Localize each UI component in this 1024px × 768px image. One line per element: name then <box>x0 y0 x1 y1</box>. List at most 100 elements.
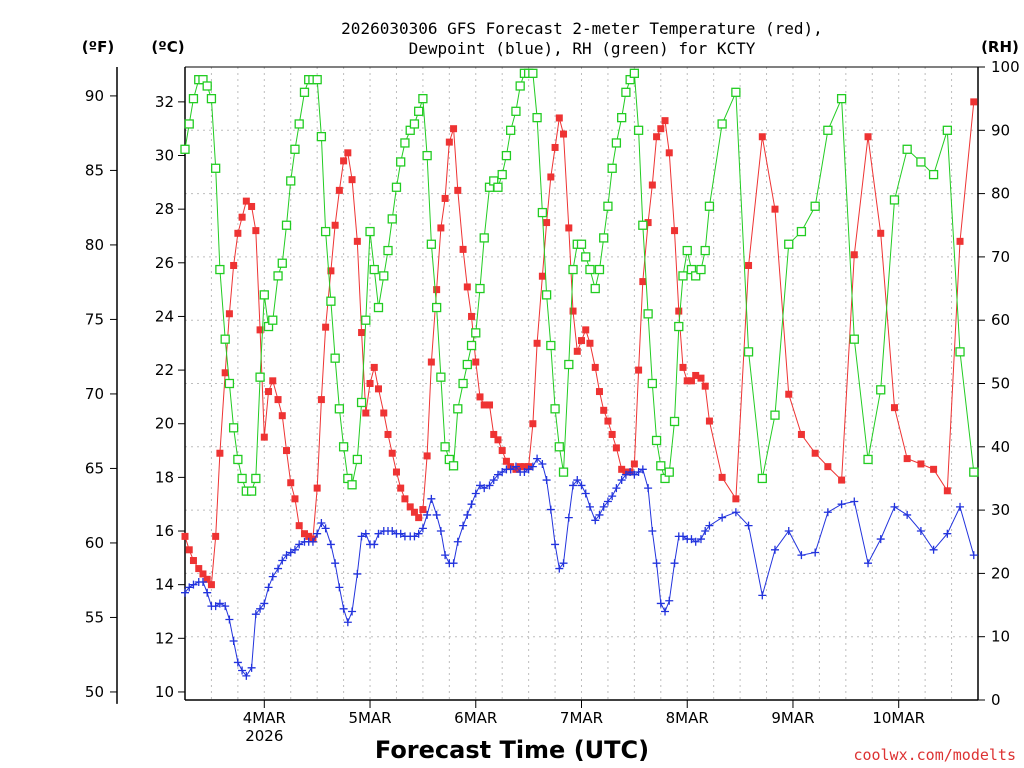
rh-point <box>928 169 939 180</box>
dewpoint-point <box>661 607 670 616</box>
dewpoint-point <box>564 513 573 522</box>
dewpoint-point <box>463 510 472 519</box>
celsius-unit-label: (ºC) <box>151 38 184 56</box>
temperature-point <box>199 570 207 578</box>
rh-tick-label: 90 <box>991 121 1010 139</box>
rh-point <box>717 119 727 129</box>
credit-text: coolwx.com/modelts <box>853 746 1016 764</box>
dewpoint-point <box>621 470 630 479</box>
dewpoint-point <box>198 577 207 586</box>
temperature-point <box>864 133 872 141</box>
rh-point <box>546 340 556 351</box>
dewpoint-point <box>665 596 674 605</box>
temperature-point <box>586 339 594 347</box>
temperature-point <box>397 484 405 492</box>
temperature-point <box>340 157 348 165</box>
rh-point <box>290 144 300 154</box>
celsius-tick-label: 16 <box>155 522 174 540</box>
rh-line <box>184 71 975 492</box>
rh-point <box>515 81 525 91</box>
rh-point <box>590 283 600 294</box>
dewpoint-point <box>326 540 335 549</box>
rh-point <box>281 220 292 230</box>
dewpoint-point <box>343 618 352 627</box>
temperature-point <box>758 133 766 141</box>
temperature-point <box>300 530 308 538</box>
dewpoint-point <box>185 583 194 592</box>
dewpoint-point <box>414 529 423 538</box>
rh-point <box>731 87 741 97</box>
celsius-tick-label: 24 <box>155 307 174 325</box>
fahrenheit-unit-label: (ºF) <box>82 38 114 56</box>
temperature-point <box>480 401 488 409</box>
rh-point <box>617 112 627 123</box>
time-tick-label: 4MAR <box>243 709 286 727</box>
dewpoint-point <box>528 462 537 471</box>
dewpoint-point <box>475 481 484 490</box>
dewpoint-point <box>260 599 269 608</box>
dewpoint-point <box>617 476 626 485</box>
rh-point <box>568 264 578 275</box>
dewpoint-point <box>811 548 820 557</box>
rh-point <box>215 264 225 275</box>
rh-point <box>448 461 459 471</box>
rh-point <box>743 347 754 357</box>
dewpoint-point <box>282 551 291 560</box>
rh-point <box>849 334 859 344</box>
temperature-point <box>538 272 546 280</box>
celsius-tick-label: 18 <box>155 468 174 486</box>
rh-point <box>902 144 912 154</box>
dewpoint-point <box>290 545 299 554</box>
rh-point <box>633 125 644 135</box>
dewpoint-point <box>215 599 224 608</box>
rh-point <box>352 454 362 465</box>
temperature-point <box>269 377 277 385</box>
dewpoint-point <box>581 489 590 498</box>
dewpoint-point <box>701 527 710 536</box>
dewpoint-point <box>533 454 542 463</box>
celsius-tick-label: 10 <box>155 683 174 701</box>
rh-point <box>273 271 283 281</box>
temperature-point <box>516 463 524 471</box>
dewpoint-point <box>459 521 468 530</box>
temperature-point <box>437 224 445 232</box>
dewpoint-point <box>485 481 494 490</box>
rh-tick-label: 100 <box>991 58 1020 76</box>
time-tick-label: 5MAR <box>348 709 391 727</box>
rh-point <box>409 119 420 129</box>
dewpoint-point <box>679 532 688 541</box>
temperature-point <box>234 229 242 237</box>
temperature-point <box>419 506 427 514</box>
dewpoint-point <box>467 500 476 509</box>
temperature-point <box>591 363 599 371</box>
dewpoint-point <box>449 559 458 568</box>
rh-point <box>691 271 701 281</box>
temperature-point <box>450 125 458 133</box>
rh-point <box>347 480 357 490</box>
rh-point <box>955 347 965 357</box>
dewpoint-point <box>335 583 344 592</box>
fahrenheit-tick-label: 65 <box>85 459 104 477</box>
rh-point <box>916 157 926 167</box>
temperature-point <box>410 508 418 516</box>
dewpoint-point <box>744 521 753 530</box>
temperature-point <box>930 465 938 473</box>
dewpoint-point <box>608 492 617 501</box>
temperature-point <box>679 363 687 371</box>
temperature-point <box>278 412 286 420</box>
rh-point <box>320 226 331 237</box>
dewpoint-point <box>542 476 551 485</box>
rh-point <box>607 163 617 173</box>
temperature-point <box>313 484 321 492</box>
rh-point <box>462 359 472 370</box>
dewpoint-point <box>286 548 295 557</box>
rh-point <box>400 138 410 148</box>
rh-point <box>643 309 653 319</box>
dewpoint-point <box>943 529 952 538</box>
rh-tick-label: 30 <box>991 501 1010 519</box>
fahrenheit-tick-label: 55 <box>85 608 104 626</box>
rh-point <box>594 264 605 275</box>
dewpoint-point <box>969 551 978 560</box>
temperature-point <box>260 433 268 441</box>
temperature-point <box>459 245 467 253</box>
